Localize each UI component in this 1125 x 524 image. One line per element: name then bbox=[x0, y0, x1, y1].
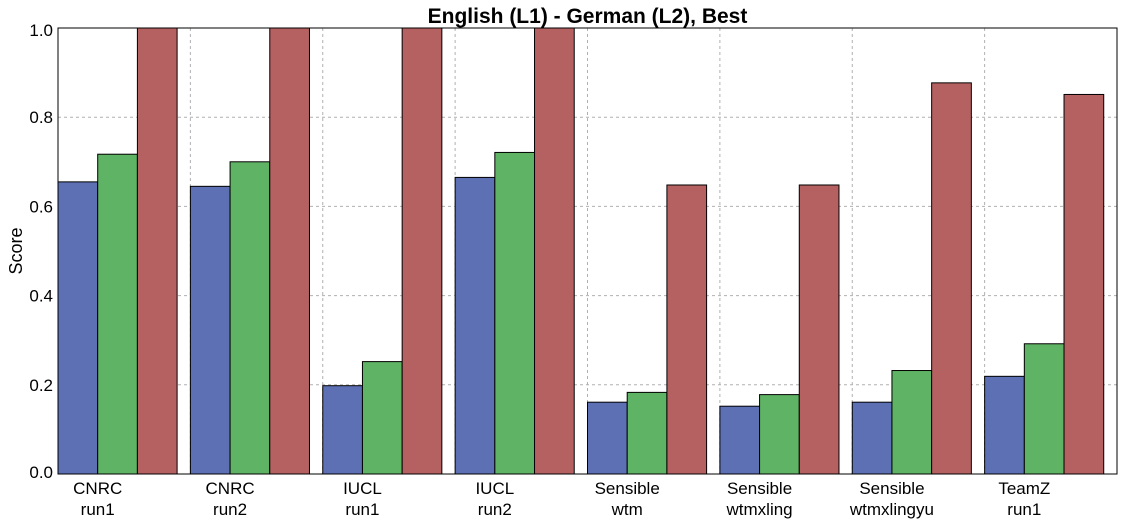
bar-sensible-wtmxlingyu-s2 bbox=[891, 370, 933, 475]
y-tick-label: 0.4 bbox=[29, 287, 53, 306]
x-tick-label: IUCL run1 bbox=[343, 479, 382, 519]
bar-iucl-run2-s2 bbox=[494, 151, 536, 475]
y-tick-label: 1.0 bbox=[29, 21, 53, 40]
bar-teamz-run1-s1 bbox=[984, 375, 1025, 475]
bar-sensible-wtmxlingyu-s3 bbox=[931, 82, 972, 475]
x-tick-label: CNRC run2 bbox=[206, 479, 255, 519]
y-tick-label: 0.0 bbox=[29, 463, 53, 482]
bar-sensible-wtmxling-s3 bbox=[798, 184, 840, 475]
x-tick-label: Sensible wtmxling bbox=[726, 479, 793, 519]
x-tick-label: Sensible wtm bbox=[595, 479, 660, 519]
bar-iucl-run2-s1 bbox=[454, 176, 496, 475]
bar-cnrc-run2-s2 bbox=[229, 161, 271, 475]
bar-iucl-run1-s1 bbox=[322, 385, 363, 475]
bar-sensible-wtmxling-s1 bbox=[719, 405, 761, 475]
bar-teamz-run1-s2 bbox=[1023, 343, 1065, 475]
bar-teamz-run1-s3 bbox=[1063, 93, 1105, 475]
y-tick-label: 0.8 bbox=[29, 108, 53, 127]
bar-sensible-wtmxling-s2 bbox=[759, 394, 800, 475]
bar-cnrc-run1-s3 bbox=[136, 27, 178, 475]
y-tick-label: 0.2 bbox=[29, 376, 53, 395]
bar-cnrc-run1-s2 bbox=[97, 153, 138, 475]
bar-cnrc-run1-s1 bbox=[57, 181, 99, 475]
bar-sensible-wtmxlingyu-s1 bbox=[851, 401, 893, 475]
chart-title: English (L1) - German (L2), Best bbox=[428, 5, 748, 28]
y-tick-label: 0.6 bbox=[29, 197, 53, 216]
x-tick-label: CNRC run1 bbox=[73, 479, 122, 519]
bars-layer bbox=[57, 27, 1105, 475]
bar-iucl-run2-s3 bbox=[534, 27, 575, 475]
y-tick-labels: 0.0 0.2 0.4 0.6 0.8 1.0 bbox=[29, 21, 53, 482]
bar-sensible-wtm-s1 bbox=[587, 401, 628, 475]
x-tick-label: Sensible wtmxlingyu bbox=[849, 479, 934, 519]
x-tick-label: TeamZ run1 bbox=[998, 479, 1050, 519]
x-tick-labels: CNRC run1 CNRC run2 IUCL run1 IUCL run2 Sensible… bbox=[73, 479, 1050, 519]
plot-frame bbox=[57, 27, 1118, 475]
bar-cnrc-run2-s1 bbox=[189, 185, 231, 475]
bar-sensible-wtm-s2 bbox=[626, 391, 668, 475]
bar-iucl-run1-s3 bbox=[401, 27, 443, 475]
bar-sensible-wtm-s3 bbox=[666, 184, 708, 475]
bar-iucl-run1-s2 bbox=[361, 361, 403, 475]
y-axis-label: Score bbox=[6, 227, 26, 274]
x-tick-label: IUCL run2 bbox=[475, 479, 514, 519]
bar-cnrc-run2-s3 bbox=[269, 27, 310, 475]
